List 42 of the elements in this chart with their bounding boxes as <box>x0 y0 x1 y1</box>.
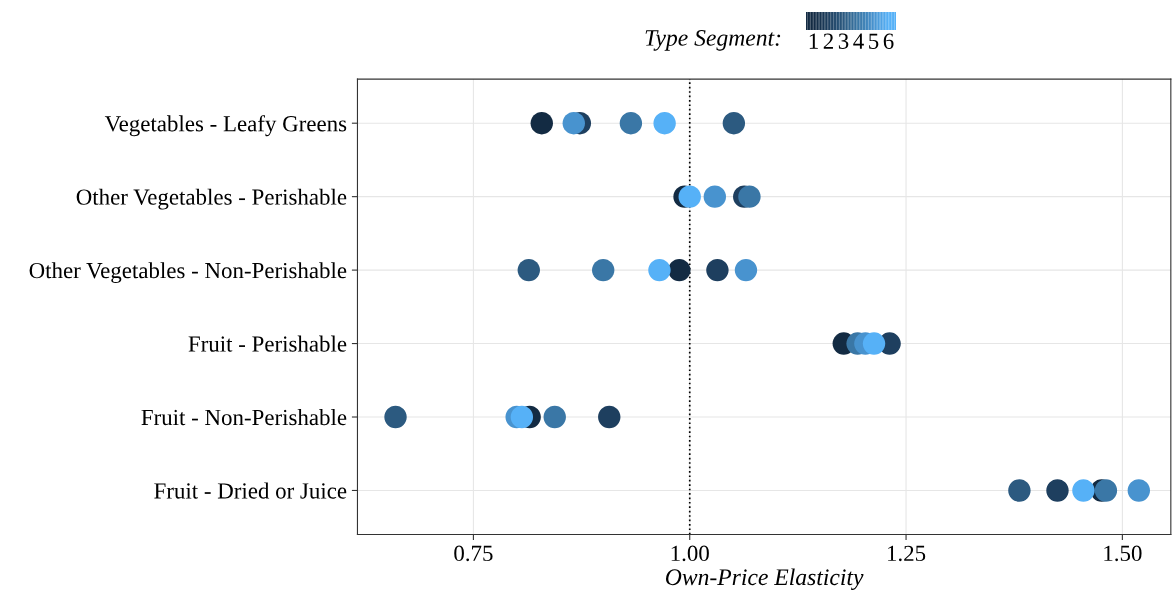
x-axis-title: Own-Price Elasticity <box>665 568 864 590</box>
point <box>517 258 540 282</box>
color-bar-label: 1 <box>809 33 818 49</box>
point <box>384 405 407 429</box>
color-bar-label: 3 <box>838 33 849 49</box>
color-bar-label: 6 <box>883 33 894 49</box>
point <box>738 185 761 208</box>
point <box>862 332 886 355</box>
x-tick-label: 1.00 <box>671 545 709 562</box>
x-tick-label: 1.25 <box>888 545 926 562</box>
y-tick-label: Fruit - Non-Perishable <box>141 409 347 426</box>
x-tick-label: 0.75 <box>454 545 493 562</box>
point <box>619 112 643 135</box>
point <box>668 258 691 282</box>
point <box>722 112 746 135</box>
point <box>706 258 729 282</box>
y-tick-label: Other Vegetables - Perishable <box>76 188 347 210</box>
point <box>1072 479 1095 502</box>
point <box>530 112 553 135</box>
point <box>1094 479 1118 502</box>
point <box>1008 479 1031 502</box>
y-tick-label: Fruit - Perishable <box>188 335 347 352</box>
x-tick-label: 1.50 <box>1104 545 1142 562</box>
point <box>734 258 758 282</box>
point <box>592 258 615 282</box>
point <box>1127 479 1151 502</box>
point <box>562 112 585 135</box>
y-tick-label: Other Vegetables - Non-Perishable <box>29 262 347 283</box>
point <box>678 185 701 208</box>
color-bar-label: 5 <box>869 33 879 49</box>
point <box>598 405 621 429</box>
point <box>510 405 534 429</box>
point <box>543 405 566 429</box>
point <box>653 112 676 135</box>
point <box>1046 479 1069 502</box>
point <box>703 185 727 208</box>
color-bar-label: 4 <box>853 33 864 49</box>
y-tick-label: Fruit - Dried or Juice <box>154 482 347 499</box>
color-bar-title: Type Segment: <box>645 29 781 51</box>
color-bar-label: 2 <box>823 33 833 49</box>
y-tick-label: Vegetables - Leafy Greens <box>104 115 347 137</box>
point <box>648 258 671 282</box>
